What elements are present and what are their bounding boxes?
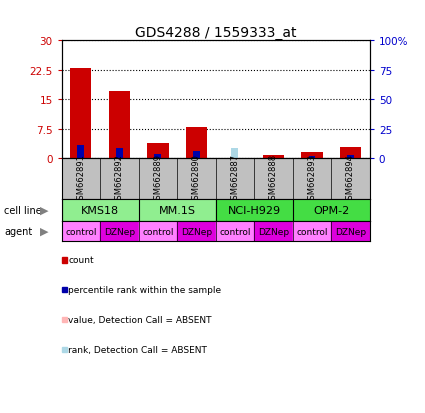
Text: GSM662891: GSM662891 (76, 154, 85, 204)
Bar (232, 149, 238, 159)
Text: GSM662888: GSM662888 (269, 154, 278, 204)
Bar (301, 153, 323, 159)
Text: control: control (142, 227, 174, 236)
Text: MM.1S: MM.1S (159, 205, 196, 215)
Text: agent: agent (4, 226, 32, 237)
Text: ▶: ▶ (40, 205, 49, 215)
Bar (224, 158, 246, 159)
Text: value, Detection Call = ABSENT: value, Detection Call = ABSENT (68, 315, 212, 324)
Text: KMS18: KMS18 (81, 205, 119, 215)
Bar (347, 156, 354, 159)
Text: control: control (65, 227, 96, 236)
Text: NCI-H929: NCI-H929 (228, 205, 281, 215)
Bar (309, 157, 315, 159)
Text: ▶: ▶ (40, 226, 49, 237)
Text: GSM662893: GSM662893 (307, 154, 317, 204)
Text: percentile rank within the sample: percentile rank within the sample (68, 285, 221, 294)
Text: rank, Detection Call = ABSENT: rank, Detection Call = ABSENT (68, 345, 207, 354)
Text: control: control (296, 227, 328, 236)
Bar (70, 69, 91, 159)
Title: GDS4288 / 1559333_at: GDS4288 / 1559333_at (135, 26, 296, 40)
Bar (340, 147, 361, 159)
Bar (109, 92, 130, 159)
Text: control: control (219, 227, 251, 236)
Bar (154, 155, 162, 159)
Text: DZNep: DZNep (104, 227, 135, 236)
Text: count: count (68, 256, 94, 265)
Bar (263, 156, 284, 159)
Text: OPM-2: OPM-2 (313, 205, 349, 215)
Text: GSM662894: GSM662894 (346, 154, 355, 204)
Bar (77, 146, 84, 159)
Text: GSM662887: GSM662887 (230, 154, 239, 204)
Bar (193, 151, 200, 159)
Bar (116, 149, 123, 159)
Text: GSM662892: GSM662892 (115, 154, 124, 204)
Text: GSM662890: GSM662890 (192, 154, 201, 204)
Bar (186, 128, 207, 159)
Text: GSM662889: GSM662889 (153, 154, 162, 204)
Text: DZNep: DZNep (181, 227, 212, 236)
Bar (147, 143, 168, 159)
Text: DZNep: DZNep (258, 227, 289, 236)
Bar (270, 158, 277, 159)
Text: cell line: cell line (4, 205, 42, 215)
Text: DZNep: DZNep (335, 227, 366, 236)
